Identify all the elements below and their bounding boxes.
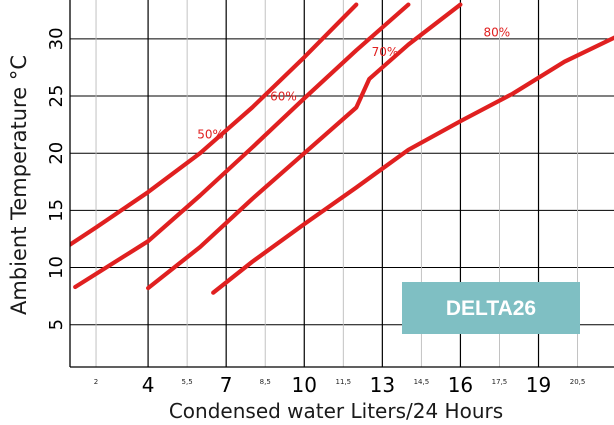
brand-label: DELTA26 xyxy=(446,297,536,320)
series-line-60-percent xyxy=(73,2,411,290)
y-tick-label-5: 5 xyxy=(46,319,67,330)
x-tick-label-7: 7 xyxy=(220,373,233,397)
x-minor-tick-label-5-5: 5,5 xyxy=(182,378,193,386)
x-tick-label-16: 16 xyxy=(448,373,473,397)
x-tick-label-13: 13 xyxy=(370,373,395,397)
x-minor-tick-label-8-5: 8,5 xyxy=(260,378,271,386)
x-axis-ticks: 4 7 10 13 16 19 2 5,5 8,5 11,5 14,5 17,5 20,5 xyxy=(94,373,586,397)
y-tick-label-10: 10 xyxy=(46,256,67,279)
y-axis-title: Ambient Temperature °C xyxy=(7,55,31,315)
y-axis-ticks: 5 10 15 20 25 30 xyxy=(46,27,67,330)
x-minor-tick-label-2: 2 xyxy=(94,378,98,386)
y-tick-label-25: 25 xyxy=(46,85,67,108)
series-label-60-percent: 60% xyxy=(270,90,297,104)
x-minor-tick-label-17-5: 17,5 xyxy=(492,378,508,386)
series-label-70-percent: 70% xyxy=(372,45,399,59)
y-tick-label-15: 15 xyxy=(46,199,67,222)
x-tick-label-4: 4 xyxy=(142,373,155,397)
series-line-80-percent xyxy=(211,35,614,295)
x-minor-tick-label-20-5: 20,5 xyxy=(570,378,586,386)
y-tick-label-30: 30 xyxy=(46,27,67,50)
x-tick-label-10: 10 xyxy=(292,373,317,397)
series-label-80-percent: 80% xyxy=(484,26,511,40)
series-label-50-percent: 50% xyxy=(197,127,224,141)
x-minor-tick-label-14-5: 14,5 xyxy=(414,378,430,386)
series-line-70-percent xyxy=(146,2,463,291)
x-tick-label-19: 19 xyxy=(526,373,551,397)
brand-badge xyxy=(402,282,580,334)
x-minor-tick-label-11-5: 11,5 xyxy=(336,378,352,386)
y-tick-label-20: 20 xyxy=(46,142,67,165)
series-lines xyxy=(70,2,614,295)
series-line-50-percent xyxy=(70,2,359,248)
series-labels: 50% 60% 70% 80% xyxy=(197,26,510,142)
x-axis-title: Condensed water Liters/24 Hours xyxy=(169,399,503,423)
